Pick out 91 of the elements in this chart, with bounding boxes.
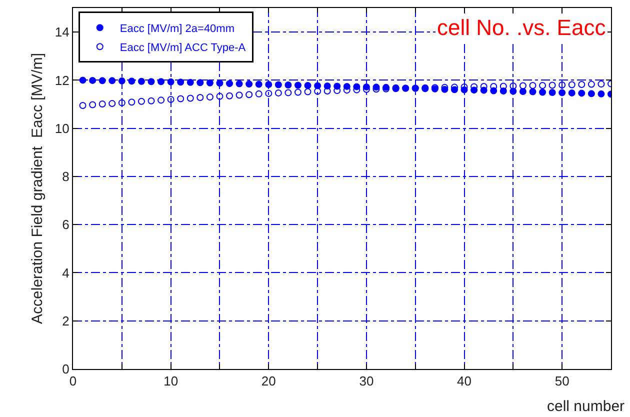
point bbox=[158, 78, 165, 86]
point bbox=[158, 96, 165, 104]
y-axis-title: Acceleration Field gradient Eacc [MV/m] bbox=[29, 53, 46, 324]
x-tick-label: 50 bbox=[554, 374, 570, 389]
point bbox=[294, 88, 302, 96]
point bbox=[265, 81, 272, 88]
y-tick-label: 8 bbox=[62, 169, 70, 184]
point bbox=[588, 90, 595, 98]
point bbox=[79, 102, 86, 109]
point bbox=[98, 100, 106, 108]
point bbox=[304, 88, 312, 96]
point bbox=[246, 91, 253, 98]
point bbox=[226, 80, 234, 88]
y-tick-label: 4 bbox=[62, 265, 70, 280]
point bbox=[216, 80, 224, 87]
point bbox=[186, 78, 194, 86]
y-tick-label: 14 bbox=[54, 24, 70, 40]
point bbox=[79, 76, 86, 84]
point bbox=[246, 80, 253, 88]
point bbox=[118, 99, 126, 106]
point bbox=[284, 89, 292, 96]
point bbox=[324, 88, 331, 95]
y-tick-label: 10 bbox=[54, 120, 70, 136]
x-tick-label: 20 bbox=[261, 374, 276, 389]
point bbox=[216, 92, 224, 100]
x-tick-label: 10 bbox=[164, 374, 178, 389]
point bbox=[539, 82, 546, 89]
point bbox=[510, 82, 517, 90]
point bbox=[314, 82, 322, 90]
point bbox=[196, 94, 204, 102]
point bbox=[304, 82, 312, 89]
legend-label: Eacc [MV/m] 2a=40mm bbox=[120, 22, 235, 35]
point bbox=[138, 78, 145, 85]
point bbox=[226, 92, 234, 100]
point bbox=[167, 96, 174, 103]
point bbox=[568, 81, 576, 88]
point bbox=[274, 89, 282, 96]
point bbox=[558, 82, 566, 89]
y-tick-label: 12 bbox=[54, 72, 70, 88]
point bbox=[108, 77, 116, 84]
point bbox=[167, 78, 174, 86]
point bbox=[98, 77, 106, 84]
y-tick-label: 0 bbox=[62, 362, 70, 377]
point bbox=[206, 79, 214, 86]
point bbox=[529, 88, 536, 96]
point bbox=[578, 81, 586, 88]
x-tick-label: 30 bbox=[359, 374, 374, 389]
point bbox=[148, 78, 155, 86]
point bbox=[558, 89, 566, 96]
point bbox=[128, 98, 136, 106]
point bbox=[196, 79, 204, 86]
point bbox=[598, 90, 605, 98]
point bbox=[255, 90, 262, 98]
point bbox=[177, 78, 184, 86]
point bbox=[177, 95, 184, 102]
point bbox=[206, 94, 214, 101]
point bbox=[598, 80, 605, 88]
point bbox=[148, 97, 155, 104]
point bbox=[89, 101, 96, 108]
point bbox=[236, 92, 243, 99]
point bbox=[108, 100, 116, 108]
y-tick-label: 2 bbox=[62, 313, 70, 328]
point bbox=[568, 89, 576, 96]
point bbox=[118, 77, 126, 84]
chart-title: cell No. .vs. Eacc bbox=[437, 15, 606, 40]
point bbox=[294, 82, 302, 89]
point bbox=[548, 88, 556, 96]
point bbox=[186, 94, 194, 102]
point bbox=[519, 88, 526, 96]
point bbox=[490, 82, 498, 90]
point bbox=[519, 82, 526, 90]
legend-label: Eacc [MV/m] ACC Type-A bbox=[120, 42, 246, 54]
point bbox=[314, 88, 322, 95]
point bbox=[128, 78, 136, 85]
point bbox=[500, 82, 507, 90]
point bbox=[89, 76, 96, 84]
point bbox=[539, 88, 546, 96]
point bbox=[236, 80, 243, 88]
x-axis-title: cell number bbox=[547, 398, 625, 415]
point bbox=[588, 80, 595, 88]
point bbox=[265, 90, 272, 97]
y-tick-label: 6 bbox=[62, 217, 70, 232]
x-tick-label: 40 bbox=[457, 374, 472, 389]
point bbox=[255, 80, 262, 88]
point bbox=[578, 90, 586, 97]
point bbox=[274, 81, 282, 88]
point bbox=[529, 82, 536, 89]
point bbox=[548, 82, 556, 89]
point bbox=[284, 82, 292, 89]
point bbox=[334, 87, 341, 94]
point bbox=[138, 98, 145, 105]
